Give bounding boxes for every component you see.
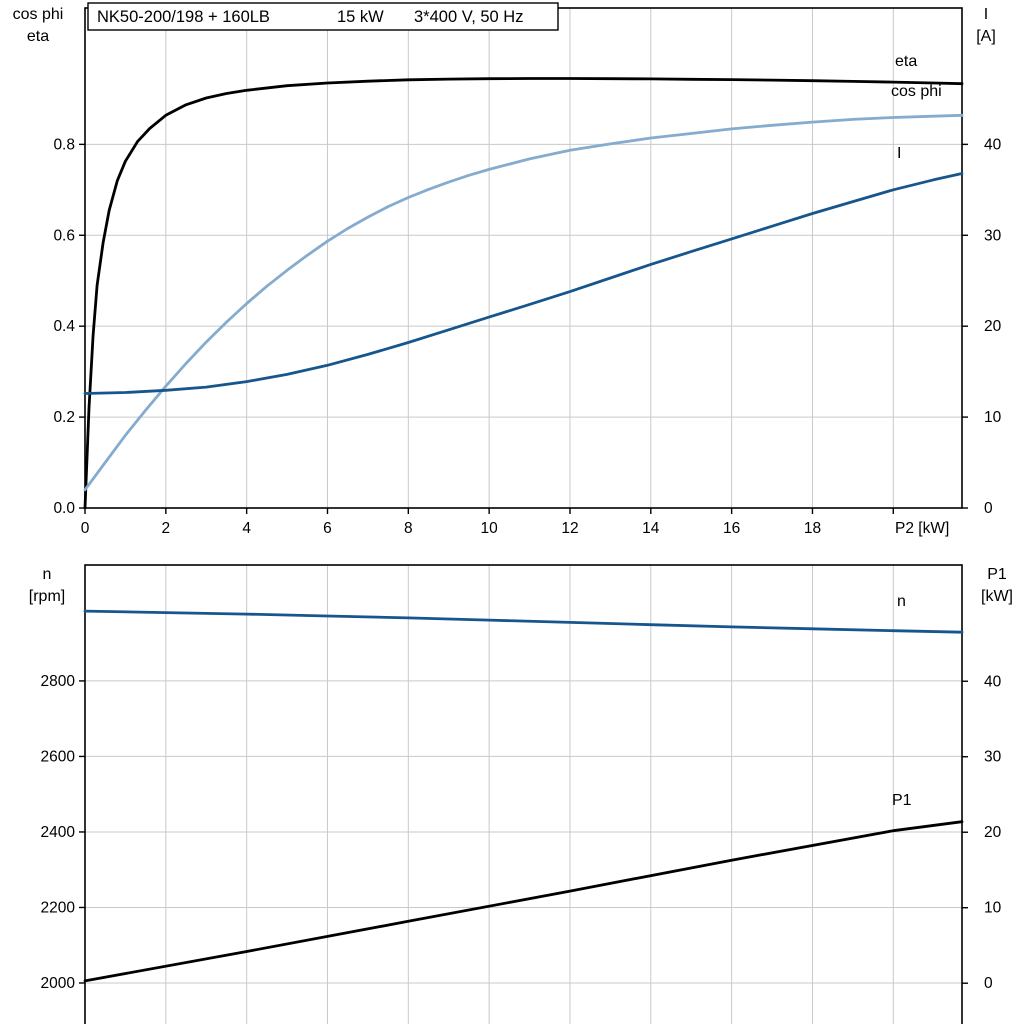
plot-frame bbox=[84, 564, 963, 1024]
y-left-tick-label: 2000 bbox=[41, 975, 76, 992]
plot-frame bbox=[84, 7, 963, 509]
x-tick-label: 6 bbox=[323, 520, 332, 537]
bottom-right-axis-title-line2: [kW] bbox=[981, 588, 1013, 605]
curve-i bbox=[83, 172, 964, 395]
bottom-left-axis-title-line1: n bbox=[43, 566, 52, 583]
top-right-axis-title-line2: [A] bbox=[976, 28, 996, 45]
y-right-tick-label: 10 bbox=[984, 409, 1002, 426]
x-tick-label: 16 bbox=[723, 520, 740, 537]
title-voltage: 3*400 V, 50 Hz bbox=[414, 8, 523, 26]
bottom-right-axis-title-line1: P1 bbox=[987, 566, 1007, 583]
title-box-border bbox=[87, 2, 559, 31]
x-tick-label: 12 bbox=[561, 520, 578, 537]
title-power: 15 kW bbox=[337, 8, 384, 26]
y-left-tick-label: 0.0 bbox=[53, 500, 75, 517]
top-left-axis-title-line1: cos phi bbox=[13, 6, 64, 23]
curve-label-current: I bbox=[897, 145, 901, 162]
y-right-tick-label: 20 bbox=[984, 824, 1002, 841]
y-right-tick-label: 0 bbox=[984, 500, 993, 517]
y-right-tick-label: 40 bbox=[984, 673, 1002, 690]
panel-bottom-plot-area: 2000 2200 2400 2600 2800 0 10 20 30 40 bbox=[41, 564, 1002, 1024]
panel-top-plot-area: 0 2 4 6 8 10 12 14 16 18 0.0 0.2 0.4 0.6 0.8 0 10 20 30 40 bbox=[53, 7, 1002, 537]
y-right-tick-label: 20 bbox=[984, 318, 1002, 335]
x-tick-label: 4 bbox=[242, 520, 251, 537]
top-right-axis-title-line1: I bbox=[984, 6, 988, 23]
curve-label-p1: P1 bbox=[892, 792, 912, 809]
bottom-left-axis-title-line2: [rpm] bbox=[29, 588, 65, 605]
curve-cos-phi bbox=[83, 113, 964, 492]
x-tick-label: 18 bbox=[804, 520, 821, 537]
x-tick-label: 8 bbox=[404, 520, 413, 537]
curve-label-cos-phi: cos phi bbox=[891, 83, 942, 100]
x-tick-label: 0 bbox=[81, 520, 90, 537]
x-axis-label: P2 [kW] bbox=[895, 520, 949, 537]
y-left-tick-label: 2800 bbox=[41, 673, 76, 690]
curve-label-speed: n bbox=[897, 593, 906, 610]
x-tick-label: 14 bbox=[642, 520, 660, 537]
curve-p1 bbox=[83, 820, 964, 983]
y-left-tick-label: 0.6 bbox=[53, 227, 75, 244]
curve-eta bbox=[83, 77, 964, 510]
y-left-tick-label: 2200 bbox=[41, 899, 76, 916]
curve-n bbox=[83, 609, 964, 634]
y-left-tick-label: 2400 bbox=[41, 824, 76, 841]
top-left-axis-title-line2: eta bbox=[27, 28, 49, 45]
y-right-tick-label: 40 bbox=[984, 136, 1002, 153]
y-right-tick-label: 10 bbox=[984, 900, 1002, 917]
x-tick-label: 10 bbox=[481, 520, 499, 537]
y-left-tick-label: 2600 bbox=[41, 748, 76, 765]
y-left-tick-label: 0.4 bbox=[53, 318, 75, 335]
y-right-tick-label: 30 bbox=[984, 227, 1002, 244]
chart-title-box: NK50-200/198 + 160LB 15 kW 3*400 V, 50 H… bbox=[87, 2, 559, 31]
x-tick-label: 2 bbox=[162, 520, 171, 537]
curve-label-eta: eta bbox=[895, 53, 917, 70]
y-left-tick-label: 0.2 bbox=[53, 409, 75, 426]
y-right-tick-label: 0 bbox=[984, 975, 993, 992]
title-model: NK50-200/198 + 160LB bbox=[97, 8, 270, 26]
y-right-tick-label: 30 bbox=[984, 749, 1002, 766]
y-left-tick-label: 0.8 bbox=[53, 136, 75, 153]
